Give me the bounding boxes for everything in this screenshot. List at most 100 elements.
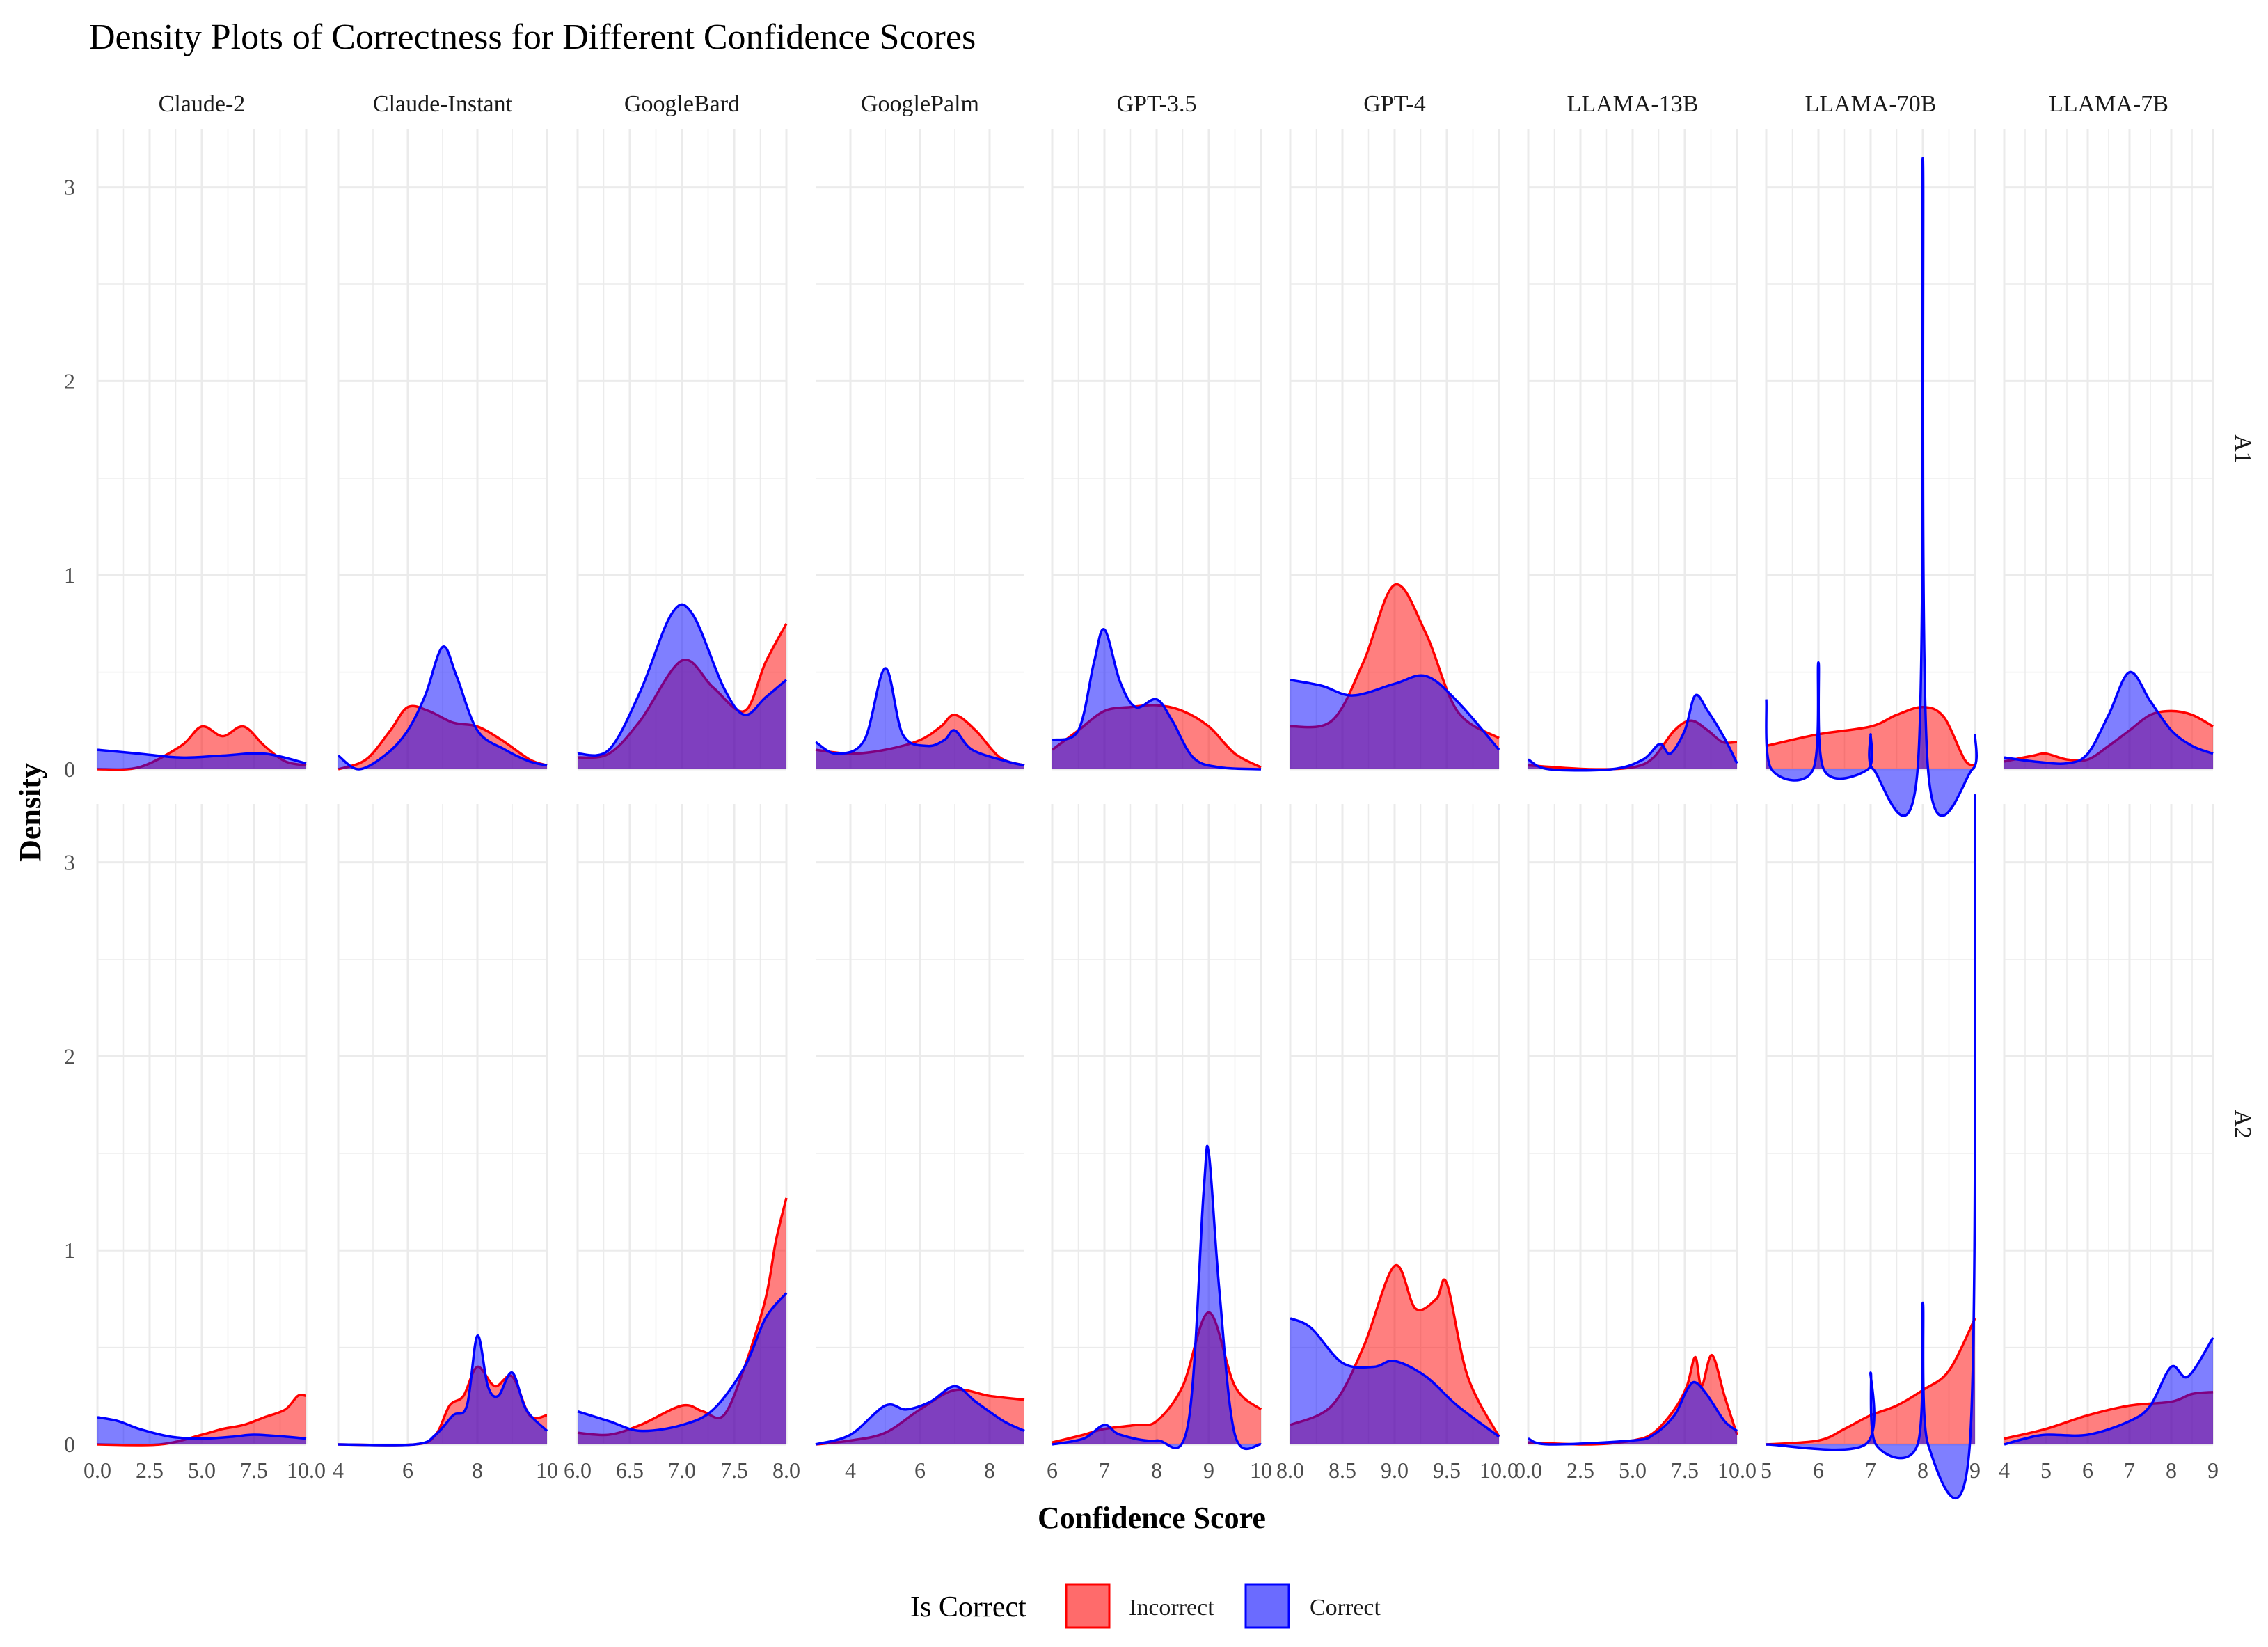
density-line-correct-a2-claude-2 <box>97 1416 307 1440</box>
x-tick-label: 9 <box>1969 1458 1981 1483</box>
legend-swatch-incorrect <box>1065 1583 1111 1629</box>
panel-grid <box>1527 129 1738 771</box>
x-tick-label: 8.0 <box>1276 1458 1304 1483</box>
x-tick-label: 8.0 <box>772 1458 800 1483</box>
density-line-incorrect-a2-llama-70b <box>1766 1318 1976 1446</box>
density-area-correct-a2-claude-instant <box>338 1335 547 1446</box>
facet-row-label-a2: A2 <box>2230 1110 2255 1139</box>
facet-label-claude-instant: Claude-Instant <box>373 91 513 117</box>
facet-label-llama-70b: LLAMA-70B <box>1805 91 1937 117</box>
density-area-correct-a1-googlepalm <box>816 668 1024 769</box>
y-tick-label: 0 <box>64 1432 75 1457</box>
x-tick-label: 6 <box>914 1458 926 1483</box>
x-tick-label: 10.0 <box>1480 1458 1518 1483</box>
x-tick-label: 4 <box>333 1458 344 1483</box>
legend: Is Correct Incorrect Correct <box>910 1583 1381 1629</box>
x-tick-label: 5 <box>1761 1458 1772 1483</box>
panel-grid <box>2003 804 2214 1446</box>
x-tick-label: 8 <box>472 1458 483 1483</box>
facet-label-llama-13b: LLAMA-13B <box>1567 91 1699 117</box>
y-tick-label: 3 <box>64 850 75 875</box>
panel-grid <box>1765 129 1976 771</box>
x-tick-label: 9.0 <box>1381 1458 1409 1483</box>
x-tick-label: 0.0 <box>84 1458 111 1483</box>
x-tick-label: 7.0 <box>668 1458 696 1483</box>
density-area-correct-a1-googlebard <box>578 604 786 769</box>
density-line-correct-a1-claude-2 <box>97 748 307 765</box>
panel-grid <box>1051 804 1262 1446</box>
density-line-correct-a1-llama-70b <box>1765 156 1978 817</box>
density-line-correct-a1-llama-13b <box>1528 693 1738 772</box>
x-tick-label: 9 <box>1203 1458 1214 1483</box>
density-line-correct-a2-gpt-3.5 <box>1052 1144 1262 1451</box>
y-tick-label: 0 <box>64 757 75 782</box>
density-area-correct-a2-gpt-3.5 <box>1052 1146 1261 1449</box>
x-tick-label: 4 <box>845 1458 856 1483</box>
x-tick-label: 8 <box>1917 1458 1928 1483</box>
x-tick-label: 7.5 <box>240 1458 268 1483</box>
density-area-correct-a2-gpt-4 <box>1290 1318 1499 1444</box>
x-tick-label: 4 <box>1999 1458 2010 1483</box>
chart-title: Density Plots of Correctness for Differe… <box>89 17 976 57</box>
x-tick-label: 7.5 <box>1671 1458 1699 1483</box>
x-tick-label: 5.0 <box>1619 1458 1647 1483</box>
x-tick-label: 6 <box>1813 1458 1824 1483</box>
density-line-correct-a1-gpt-4 <box>1290 674 1500 751</box>
x-tick-label: 7.5 <box>720 1458 748 1483</box>
facet-label-gpt-3.5: GPT-3.5 <box>1117 91 1197 117</box>
density-line-correct-a1-gpt-3.5 <box>1052 628 1262 771</box>
facet-label-googlebard: GoogleBard <box>624 91 740 117</box>
density-area-incorrect-a2-claude-2 <box>97 1394 306 1446</box>
x-tick-label: 6.0 <box>564 1458 592 1483</box>
facet-panels: Claude-2 Claude-Instant GoogleBard GooglePa… <box>64 91 2255 1499</box>
x-tick-label: 5 <box>2040 1458 2052 1483</box>
x-tick-label: 0.0 <box>1514 1458 1542 1483</box>
panel-grid <box>816 129 1024 771</box>
x-tick-label: 8 <box>2166 1458 2177 1483</box>
facet-label-googlepalm: GooglePalm <box>861 91 979 117</box>
y-tick-label: 1 <box>64 1238 75 1263</box>
y-tick-label: 1 <box>64 562 75 588</box>
density-line-correct-a1-llama-7b <box>2004 670 2214 765</box>
x-axis-title: Confidence Score <box>1038 1501 1266 1535</box>
x-tick-label: 9.5 <box>1433 1458 1461 1483</box>
density-area-correct-a2-claude-2 <box>97 1417 306 1444</box>
panel-grid <box>96 804 308 1446</box>
density-area-correct-a1-claude-instant <box>338 646 547 770</box>
density-area-correct-a2-googlebard <box>578 1293 786 1444</box>
x-tick-label: 10 <box>1250 1458 1272 1483</box>
density-line-correct-a2-llama-7b <box>2004 1337 2214 1446</box>
panel-grid <box>337 804 548 1446</box>
x-tick-label: 10.0 <box>287 1458 326 1483</box>
x-tick-label: 2.5 <box>1567 1458 1594 1483</box>
x-tick-label: 6 <box>2082 1458 2093 1483</box>
x-tick-label: 10.0 <box>1718 1458 1756 1483</box>
x-tick-label: 7 <box>1865 1458 1876 1483</box>
density-line-correct-a2-claude-instant <box>338 1334 548 1447</box>
legend-label-correct: Correct <box>1310 1595 1381 1621</box>
x-tick-label: 10 <box>536 1458 558 1483</box>
legend-label-incorrect: Incorrect <box>1129 1595 1214 1621</box>
facet-label-llama-7b: LLAMA-7B <box>2049 91 2168 117</box>
density-line-correct-a1-googlepalm <box>815 667 1025 767</box>
y-tick-label: 2 <box>64 368 75 393</box>
panel-grid <box>96 129 308 771</box>
x-tick-label: 2.5 <box>136 1458 164 1483</box>
density-line-correct-a2-gpt-4 <box>1290 1317 1500 1438</box>
panel-grid <box>2003 129 2214 771</box>
panel-grid <box>1051 129 1262 771</box>
density-area-correct-a2-llama-7b <box>2004 1337 2213 1444</box>
facet-label-claude-2: Claude-2 <box>159 91 246 117</box>
x-tick-label: 8 <box>1151 1458 1162 1483</box>
density-line-correct-a2-googlepalm <box>815 1385 1025 1446</box>
x-tick-label: 7 <box>1099 1458 1110 1483</box>
density-area-correct-a1-gpt-4 <box>1290 675 1499 769</box>
panel-grid <box>816 804 1024 1446</box>
density-area-correct-a1-llama-13b <box>1528 695 1737 771</box>
panel-grid <box>1527 804 1738 1446</box>
density-area-correct-a1-llama-7b <box>2004 672 2213 769</box>
panel-grid <box>1765 804 1976 1446</box>
density-area-correct-a1-gpt-3.5 <box>1052 629 1261 769</box>
x-tick-label: 9 <box>2207 1458 2219 1483</box>
